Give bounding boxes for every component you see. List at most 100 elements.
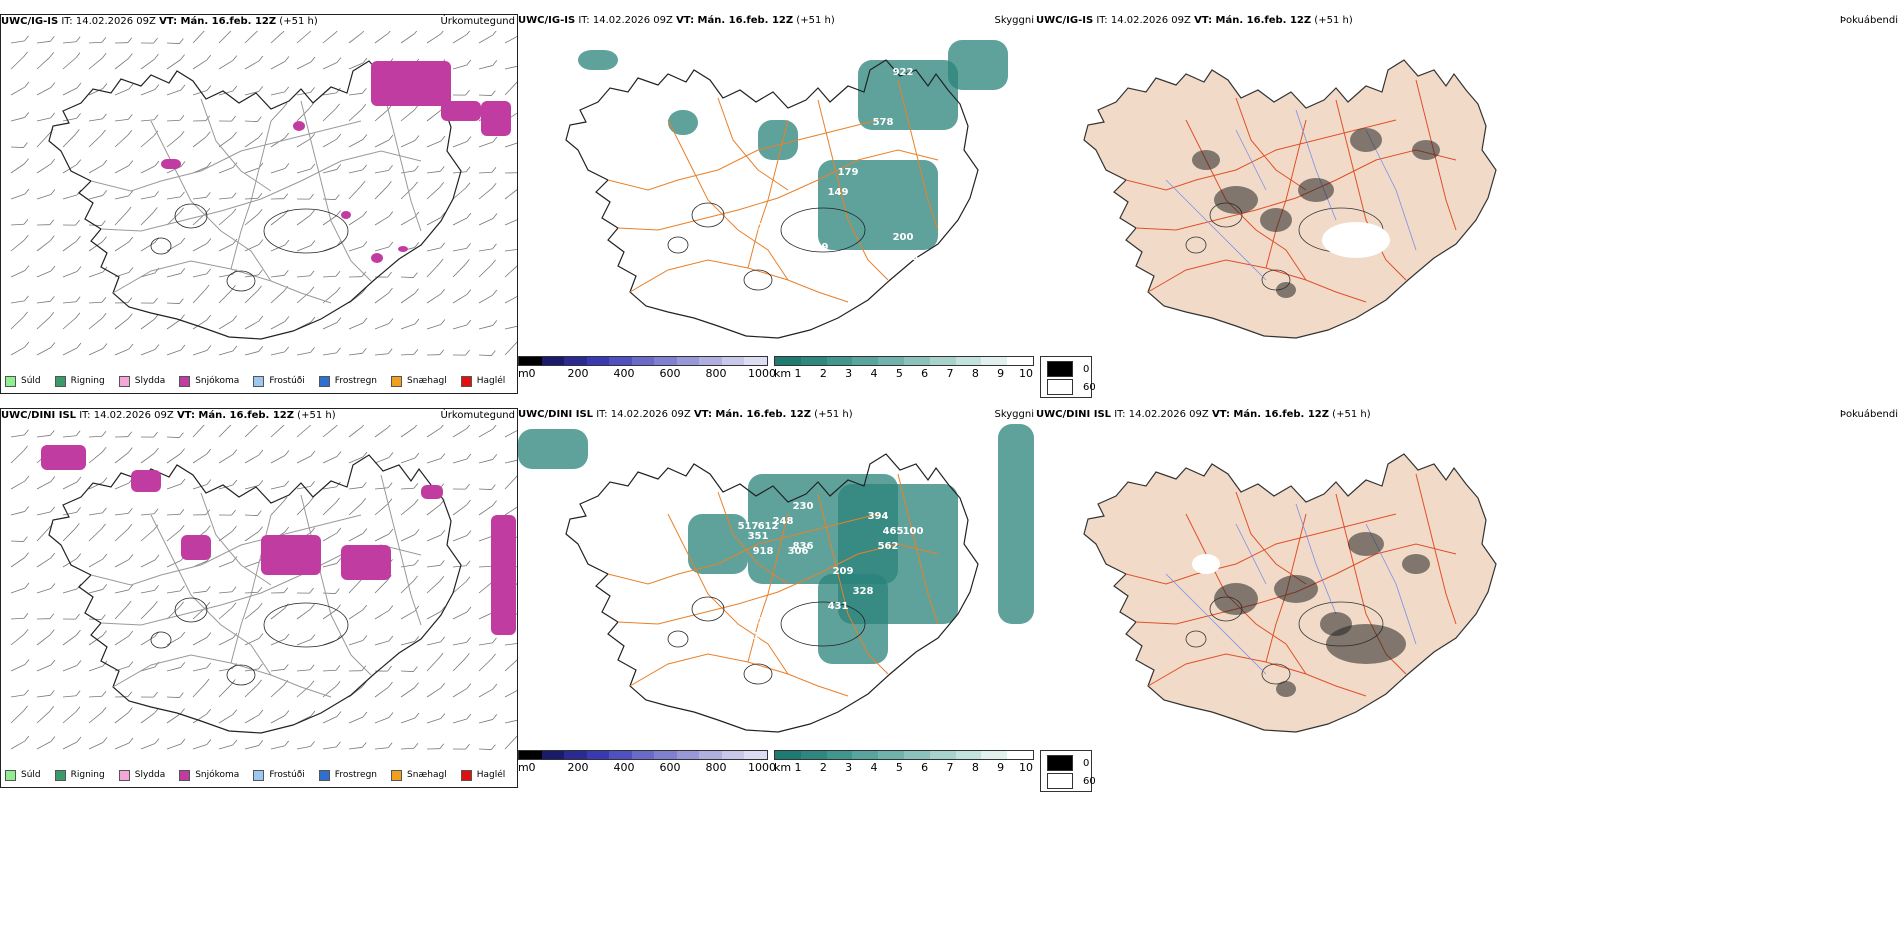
fog-signal-area [1192,150,1220,170]
colorbar-ticks: 0 200 400 600 800 1000 [518,367,777,381]
road-line [1265,119,1307,269]
cloud-base-value: 248 [773,516,794,527]
colorbar-swatch [744,751,768,759]
colorbar-tick: 200 [567,761,589,774]
model-name: UWC/DINI ISL [1,410,77,421]
glacier-outline [780,207,866,253]
legend-label: Frostregn [334,770,378,780]
cloud-base-value: 328 [853,586,874,597]
precip-map [10,31,517,356]
colorbar-swatch [878,751,904,759]
road-line [1415,79,1457,231]
low-visibility-area [818,160,938,250]
legend-swatch [391,375,403,387]
colorbar-unit: km [774,367,792,380]
lead-time: (+51 h) [297,410,336,421]
valid-time: VT: Mán. 16.feb. 12Z [1211,409,1329,420]
legend-item: Snjókoma [179,769,240,781]
panel-header: UWC/IG-IS IT: 14.02.2026 09Z VT: Mán. 16… [1,15,517,31]
fog-signal-area [1326,624,1406,664]
glacier-outline [667,236,689,254]
low-visibility-area [998,424,1034,624]
colorbar-swatch [654,751,677,759]
legend-swatch [118,769,130,781]
colorbar-swatch [775,751,801,759]
road-line [300,100,372,282]
fog-legend-label: 60 [1083,775,1096,787]
road-line [200,492,272,586]
glacier-outline [1261,663,1291,685]
low-visibility-area [758,120,798,160]
precip-legend: Súld Rigning Slydda Snjókoma Frostúði Frostre… [5,373,505,389]
colorbar-ticks: 1 2 3 4 5 6 7 8 9 10 [774,761,1034,775]
colorbar-ticks: 1 2 3 4 5 6 7 8 9 10 [774,367,1034,381]
road-line [617,149,939,231]
colorbar-tick: 0 [528,761,536,774]
cloud-base-value: 922 [893,67,914,78]
road-line [607,119,879,191]
glacier-outline [226,270,256,292]
legend-item: Frostúði [253,375,305,387]
valid-time: VT: Mán. 16.feb. 12Z [159,16,277,27]
river-line [1295,109,1337,221]
fog-indicator-panel: UWC/IG-IS IT: 14.02.2026 09Z VT: Mán. 16… [1036,14,1900,394]
road-line [100,150,422,232]
colorbar-swatch [878,357,904,365]
colorbar-swatch [981,751,1008,759]
legend-item: Frostúði [253,769,305,781]
fog-signal-area [1260,208,1292,232]
river-line [1295,503,1337,615]
snow-area [181,535,211,560]
panel-header: UWC/DINI ISL IT: 14.02.2026 09Z VT: Mán.… [1036,408,1900,424]
iceland-coastline [565,59,979,339]
cloud-base-value: 517 [738,521,759,532]
cloud-base-value: 153 [898,252,919,263]
road-line [230,120,272,270]
colorbar-tick: 4 [870,761,878,774]
legend-label: Frostúði [269,770,305,780]
valid-time: VT: Mán. 16.feb. 12Z [176,410,294,421]
glacier-outline [1185,236,1207,254]
fog-map [1083,453,1497,733]
fog-signal-area [1276,282,1296,298]
legend-swatch [5,375,16,387]
lead-time: (+51 h) [1314,15,1353,26]
legend-item: Rigning [54,769,105,781]
colorbar-swatch [519,751,542,759]
visibility-colorbar: km 1 2 3 4 5 6 7 8 9 10 [774,356,1034,382]
legend-label: Snjókoma [195,770,240,780]
road-line [1135,149,1457,231]
fog-legend-swatch [1047,379,1073,395]
colorbar-swatch [744,357,768,365]
cloud-base-value: 345 [758,616,779,627]
legend-swatch [118,375,130,387]
cloud-base-value: 200 [893,232,914,243]
fog-legend-label: 0 [1083,757,1090,769]
cloud-base-value: 149 [828,187,849,198]
road-line [629,653,849,697]
fog-signal-area [1298,178,1334,202]
colorbar-swatch [826,357,853,365]
cloud-base-value: 170 [753,631,774,642]
colorbar-ticks: 0 200 400 600 800 1000 [518,761,777,775]
cloud-base-value: 351 [748,531,769,542]
colorbar-unit: m [518,367,529,380]
cloud-base-value: 157 [833,252,854,263]
legend-item: Súld [5,769,41,781]
snow-area [261,535,321,575]
iceland-coastline [565,453,979,733]
legend-item: Rigning [54,375,105,387]
glacier-outline [226,664,256,686]
colorbar-swatch [800,357,827,365]
fog-legend-swatch [1047,755,1073,771]
road-line [150,120,272,282]
colorbar-swatch [541,751,565,759]
road-line [667,119,789,281]
river-line [1165,573,1267,675]
lead-time: (+51 h) [796,15,835,26]
cloud-base-value: 918 [753,546,774,557]
colorbar-swatch [775,357,801,365]
colorbar-swatch [852,751,879,759]
legend-label: Súld [21,376,41,386]
